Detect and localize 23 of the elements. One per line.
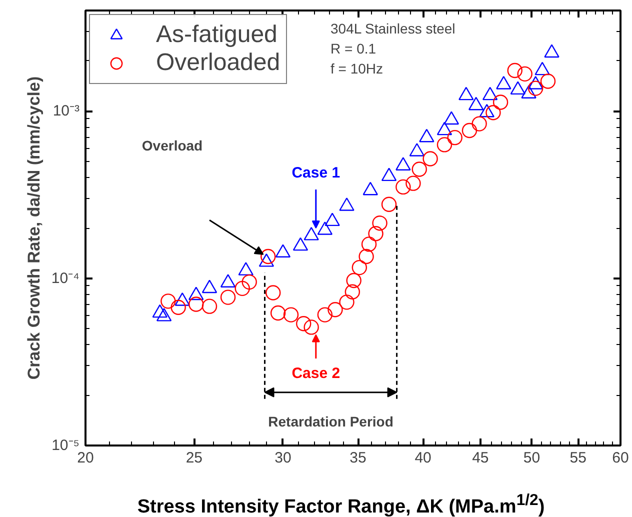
annotation: Retardation Period — [268, 414, 394, 430]
x-tick-label: 20 — [77, 450, 94, 466]
x-axis-title: Stress Intensity Factor Range, ΔK (MPa.m$^{1/2}$) — [137, 491, 545, 517]
y-tick-label: 10⁻⁴ — [51, 270, 80, 287]
x-tick-label: 50 — [523, 450, 540, 466]
annotation: R = 0.1 — [330, 40, 376, 56]
legend-label: As-fatigued — [156, 21, 278, 49]
x-tick-label: 45 — [472, 450, 489, 466]
y-axis-title: Crack Growth Rate, da/dN (mm/cycle) — [24, 76, 44, 380]
y-tick-label: 10⁻⁵ — [52, 437, 80, 454]
annotation: Case 2 — [292, 364, 340, 382]
annotation: Overload — [142, 137, 203, 154]
x-tick-label: 60 — [612, 450, 629, 466]
x-tick-label: 25 — [186, 450, 203, 466]
x-tick-label: 30 — [274, 450, 292, 466]
annotation: 304L Stainless steel — [330, 20, 456, 36]
x-tick-label: 40 — [414, 450, 432, 466]
annotation: f = 10Hz — [330, 60, 384, 76]
x-tick-label: 55 — [570, 450, 586, 466]
x-tick-label: 35 — [350, 450, 366, 466]
legend-label: Overloaded — [156, 49, 280, 77]
y-tick-label: 10⁻³ — [52, 102, 80, 120]
annotation: Case 1 — [292, 164, 340, 182]
